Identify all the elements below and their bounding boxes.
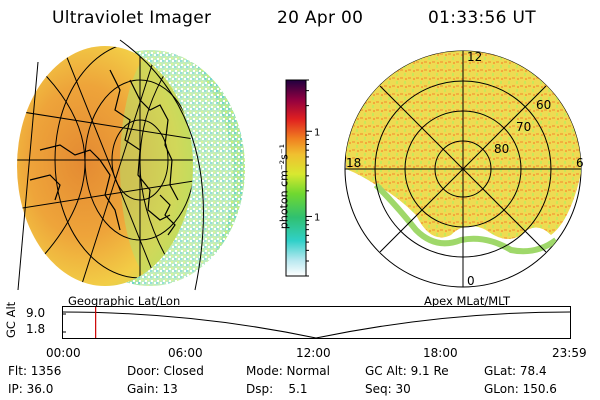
orbit-altitude-curve [62, 311, 571, 339]
time-tick-1: 06:00 [168, 346, 203, 360]
altitude-strip [62, 306, 571, 339]
seq-value: Seq: 30 [365, 382, 411, 396]
mode-value: Mode: Normal [246, 364, 330, 378]
time-tick-2: 12:00 [296, 346, 331, 360]
mlt-label-12: 12 [467, 50, 482, 64]
geographic-title: Geographic Lat/Lon [68, 294, 181, 308]
latlon-grid [17, 46, 193, 286]
dsp-value: Dsp: 5.1 [246, 382, 308, 396]
time-tick-3: 18:00 [423, 346, 458, 360]
instrument-title: Ultraviolet Imager [52, 8, 212, 28]
mlat-label-80: 80 [494, 142, 509, 156]
ytick-1-8: 1.8 [26, 322, 46, 336]
mlt-label-6: 6 [576, 156, 584, 170]
mlat-circles [345, 51, 581, 287]
aurora-oval [346, 51, 581, 239]
polar-plot: 12 18 6 0 60 70 80 [344, 50, 584, 288]
time-tick-0: 00:00 [46, 346, 81, 360]
header-date: 20 Apr 00 [277, 8, 364, 28]
colorbar-label: photon cm⁻²s⁻¹ [277, 143, 291, 230]
mlt-label-0: 0 [467, 274, 475, 288]
glat-value: GLat: 78.4 [484, 364, 547, 378]
ip-value: IP: 36.0 [8, 382, 54, 396]
colorbar-ticks: 100 10 [306, 79, 320, 277]
mlat-label-70: 70 [516, 120, 531, 134]
apex-title: Apex MLat/MLT [424, 294, 511, 308]
ytick-9: 9.0 [26, 306, 46, 320]
time-tick-4: 23:59 [552, 346, 587, 360]
glon-value: GLon: 150.6 [484, 382, 557, 396]
mlat-label-60: 60 [536, 98, 551, 112]
colorbar-gradient [285, 79, 307, 277]
header-time: 01:33:56 UT [428, 8, 536, 28]
gc-alt-value: GC Alt: 9.1 Re [365, 364, 449, 378]
gain-value: Gain: 13 [127, 382, 178, 396]
colorbar-tick-label: 10 [314, 212, 320, 223]
gc-alt-ylabel: GC Alt [4, 301, 18, 338]
door-status: Door: Closed [127, 364, 204, 378]
flt-value: Flt: 1356 [8, 364, 62, 378]
coastlines [29, 69, 179, 236]
colorbar: 100 10 [285, 79, 320, 277]
geographic-image [17, 39, 245, 291]
colorbar-tick-label: 100 [314, 127, 320, 138]
mlt-label-18: 18 [346, 156, 361, 170]
